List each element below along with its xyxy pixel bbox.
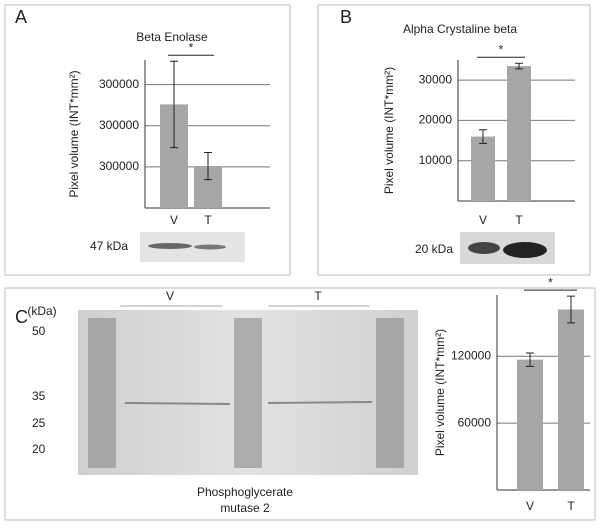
gel-caption: Phosphoglycerate bbox=[197, 485, 293, 499]
gel-band bbox=[124, 402, 231, 405]
y-axis-label: Pixel volume (INT*mm²) bbox=[382, 67, 396, 194]
marker-label: 20 bbox=[32, 442, 46, 456]
x-tick-label: T bbox=[204, 213, 212, 227]
x-tick-label: V bbox=[479, 213, 487, 227]
y-tick-label: 120000 bbox=[451, 348, 491, 362]
ladder-lane bbox=[376, 318, 404, 468]
lane-label: V bbox=[166, 289, 174, 303]
ladder-lane bbox=[88, 318, 116, 468]
x-tick-label: V bbox=[170, 213, 178, 227]
panel-letter: A bbox=[15, 7, 27, 27]
y-tick-label: 300000 bbox=[99, 77, 139, 91]
blot-band bbox=[194, 244, 226, 250]
gel-caption: mutase 2 bbox=[220, 501, 270, 515]
error-bar bbox=[204, 152, 212, 181]
bar bbox=[558, 309, 584, 490]
y-axis-label: Pixel volume (INT*mm²) bbox=[67, 70, 81, 197]
blot-band bbox=[468, 242, 500, 254]
marker-label: 25 bbox=[32, 416, 46, 430]
marker-label: 50 bbox=[32, 324, 46, 338]
error-bar bbox=[567, 295, 575, 324]
panel-frame bbox=[4, 4, 291, 276]
blot-label: 47 kDa bbox=[90, 239, 128, 253]
significance-label: * bbox=[548, 275, 553, 289]
y-tick-label: 60000 bbox=[458, 415, 492, 429]
y-tick-label: 30000 bbox=[419, 72, 453, 86]
panel-letter: B bbox=[340, 7, 352, 27]
significance-label: * bbox=[499, 42, 504, 56]
chart-title: Alpha Crystaline beta bbox=[403, 22, 517, 36]
y-axis-label: Pixel volume (INT*mm²) bbox=[433, 329, 447, 456]
error-bar bbox=[515, 62, 523, 70]
error-bar bbox=[479, 129, 487, 144]
bar bbox=[517, 359, 543, 490]
blot-band bbox=[148, 243, 192, 249]
lane-label: T bbox=[314, 289, 322, 303]
error-bar bbox=[526, 352, 534, 367]
chart-title: Beta Enolase bbox=[136, 30, 208, 44]
x-tick-label: T bbox=[515, 213, 523, 227]
bar bbox=[507, 66, 531, 202]
marker-label: 35 bbox=[32, 389, 46, 403]
blot-band bbox=[503, 242, 547, 258]
panel-frame bbox=[317, 4, 591, 276]
y-tick-label: 20000 bbox=[419, 113, 453, 127]
bar bbox=[471, 136, 495, 201]
gel-band bbox=[267, 401, 373, 404]
marker-unit: (kDa) bbox=[27, 304, 56, 318]
x-tick-label: V bbox=[526, 499, 534, 513]
panel-letter: C bbox=[15, 307, 28, 327]
y-tick-label: 10000 bbox=[419, 153, 453, 167]
y-tick-label: 300000 bbox=[99, 159, 139, 173]
y-tick-label: 300000 bbox=[99, 118, 139, 132]
panel-frame bbox=[4, 287, 596, 521]
x-tick-label: T bbox=[567, 499, 575, 513]
error-bar bbox=[170, 60, 178, 149]
significance-label: * bbox=[189, 40, 194, 54]
blot-label: 20 kDa bbox=[415, 242, 453, 256]
ladder-lane bbox=[234, 318, 262, 468]
